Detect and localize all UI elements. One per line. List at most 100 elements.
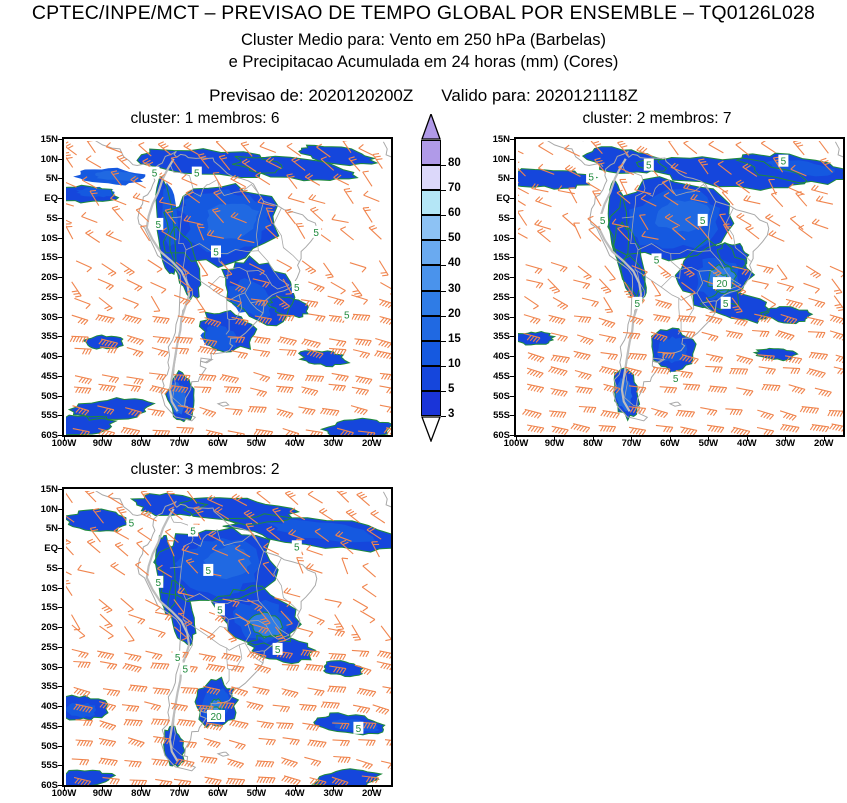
x-axis-label: 100W bbox=[51, 438, 77, 449]
y-axis-tick bbox=[510, 395, 514, 397]
colorbar-band bbox=[421, 240, 441, 266]
x-axis-label: 20W bbox=[813, 438, 834, 449]
y-axis-tick bbox=[58, 548, 62, 550]
y-axis-label: 55S bbox=[41, 760, 58, 772]
y-axis-tick bbox=[510, 237, 514, 239]
x-axis-tick bbox=[256, 787, 258, 791]
x-axis-label: 60W bbox=[660, 438, 680, 449]
y-axis-tick bbox=[58, 627, 62, 629]
svg-text:5: 5 bbox=[129, 519, 135, 530]
colorbar-band bbox=[421, 190, 441, 216]
y-axis-tick bbox=[58, 336, 62, 338]
x-axis-label: 90W bbox=[92, 438, 113, 449]
y-axis-label: 10N bbox=[40, 153, 58, 165]
y-axis-label: 10N bbox=[492, 153, 510, 165]
x-axis-label: 70W bbox=[169, 438, 190, 449]
y-axis-tick bbox=[510, 158, 514, 160]
map-canvas: 5 5 5 5 5 5 5 bbox=[66, 141, 391, 435]
colorbar-tick bbox=[441, 165, 446, 167]
x-axis-label: 100W bbox=[503, 438, 529, 449]
x-axis-tick bbox=[140, 787, 142, 791]
y-axis-tick bbox=[58, 646, 62, 648]
map-panel-cluster-3[interactable]: 5 5 5 5 5 5 5 5 20 5 5 15N 10N 5N EQ 5S 10S 15S 20S 25S 30S 3… bbox=[41, 484, 393, 799]
x-axis-tick bbox=[64, 787, 65, 791]
x-axis-tick bbox=[217, 787, 219, 791]
colorbar-band bbox=[421, 365, 441, 391]
x-axis-label: 20W bbox=[361, 438, 382, 449]
y-axis-tick bbox=[58, 375, 62, 377]
colorbar-band bbox=[421, 290, 441, 316]
y-axis-tick bbox=[58, 528, 62, 530]
svg-text:5: 5 bbox=[313, 228, 319, 239]
colorbar-tick bbox=[441, 265, 446, 267]
svg-text:5: 5 bbox=[356, 724, 362, 735]
colorbar-label: 5 bbox=[448, 382, 455, 395]
y-axis-label: 60S bbox=[41, 430, 58, 441]
map-panel-cluster-1[interactable]: 5 5 5 5 5 5 5 15N 10N 5N EQ 5S 10S 15S 20S 25S 30S 35S 40S… bbox=[41, 134, 393, 449]
y-axis-label: 5N bbox=[497, 173, 510, 185]
main-title: CPTEC/INPE/MCT – PREVISAO DE TEMPO GLOBA… bbox=[31, 2, 816, 24]
x-axis-tick bbox=[631, 437, 633, 441]
y-axis-label: EQ bbox=[44, 543, 58, 555]
y-axis-label: 10S bbox=[41, 232, 58, 244]
y-axis-label: 5N bbox=[45, 523, 58, 535]
x-axis-tick bbox=[371, 787, 373, 791]
svg-text:5: 5 bbox=[217, 605, 223, 616]
panel-title-cluster-3: cluster: 3 membros: 2 bbox=[130, 461, 280, 478]
svg-text:5: 5 bbox=[152, 169, 158, 180]
svg-text:5: 5 bbox=[781, 157, 787, 168]
y-axis-label: 15N bbox=[40, 484, 58, 495]
y-axis-tick bbox=[510, 178, 514, 180]
y-axis-label: EQ bbox=[496, 193, 510, 205]
y-axis-tick bbox=[58, 296, 62, 298]
y-axis-label: 35S bbox=[493, 331, 510, 343]
colorbar-band bbox=[421, 390, 441, 416]
y-axis-tick bbox=[58, 237, 62, 239]
precipitation-fill bbox=[66, 145, 391, 435]
precipitation-fill bbox=[518, 146, 843, 421]
y-axis-tick bbox=[58, 765, 62, 767]
x-axis-tick bbox=[294, 787, 296, 791]
x-axis-label: 80W bbox=[583, 438, 603, 449]
valid-for: Valido para: 2020121118Z bbox=[441, 86, 638, 105]
svg-text:5: 5 bbox=[213, 248, 219, 259]
y-axis-tick bbox=[58, 435, 62, 436]
y-axis-tick bbox=[510, 217, 514, 219]
y-axis-label: 30S bbox=[493, 311, 510, 323]
y-axis-label: 55S bbox=[493, 410, 510, 422]
colorbar-band bbox=[421, 340, 441, 366]
y-axis-tick bbox=[510, 296, 514, 298]
y-axis-tick bbox=[58, 139, 62, 140]
colorbar-label: 30 bbox=[448, 282, 461, 295]
forecast-from: Previsao de: 2020120200Z bbox=[209, 86, 414, 105]
x-axis-label: 90W bbox=[544, 438, 565, 449]
y-axis-tick bbox=[58, 686, 62, 688]
andes-relief bbox=[597, 158, 643, 412]
contour-labels: 5 5 5 5 5 5 5 bbox=[149, 166, 352, 322]
y-axis-label: 35S bbox=[41, 681, 58, 693]
colorbar-label: 80 bbox=[448, 157, 461, 170]
y-axis-label: 20S bbox=[41, 272, 58, 284]
colorbar-over-arrow bbox=[421, 114, 441, 140]
y-axis-label: 10N bbox=[40, 503, 58, 515]
y-axis-label: 5S bbox=[46, 562, 58, 574]
x-axis-label: 100W bbox=[51, 788, 77, 799]
colorbar-label: 20 bbox=[448, 307, 461, 320]
y-axis-tick bbox=[58, 666, 62, 668]
map-panel-cluster-2[interactable]: 5 5 5 5 5 20 5 5 5 5 15N 10N 5N EQ 5S 10S 15S 20S 25S 30S 35… bbox=[493, 134, 845, 449]
y-axis-label: 50S bbox=[493, 390, 510, 402]
y-axis-tick bbox=[510, 356, 514, 358]
x-axis-label: 20W bbox=[361, 788, 382, 799]
x-axis-tick bbox=[179, 437, 181, 441]
colorbar-tick bbox=[441, 190, 446, 192]
colorbar-tick bbox=[441, 315, 446, 317]
y-axis-tick bbox=[58, 277, 62, 279]
x-axis-tick bbox=[746, 437, 748, 441]
y-axis-label: 15S bbox=[41, 602, 58, 614]
y-axis-label: 25S bbox=[41, 641, 58, 653]
y-axis-label: 30S bbox=[41, 661, 58, 673]
y-axis-tick bbox=[58, 316, 62, 318]
colorbar-label: 70 bbox=[448, 182, 461, 195]
y-axis-label: 5S bbox=[46, 212, 58, 224]
y-axis-tick bbox=[510, 316, 514, 318]
